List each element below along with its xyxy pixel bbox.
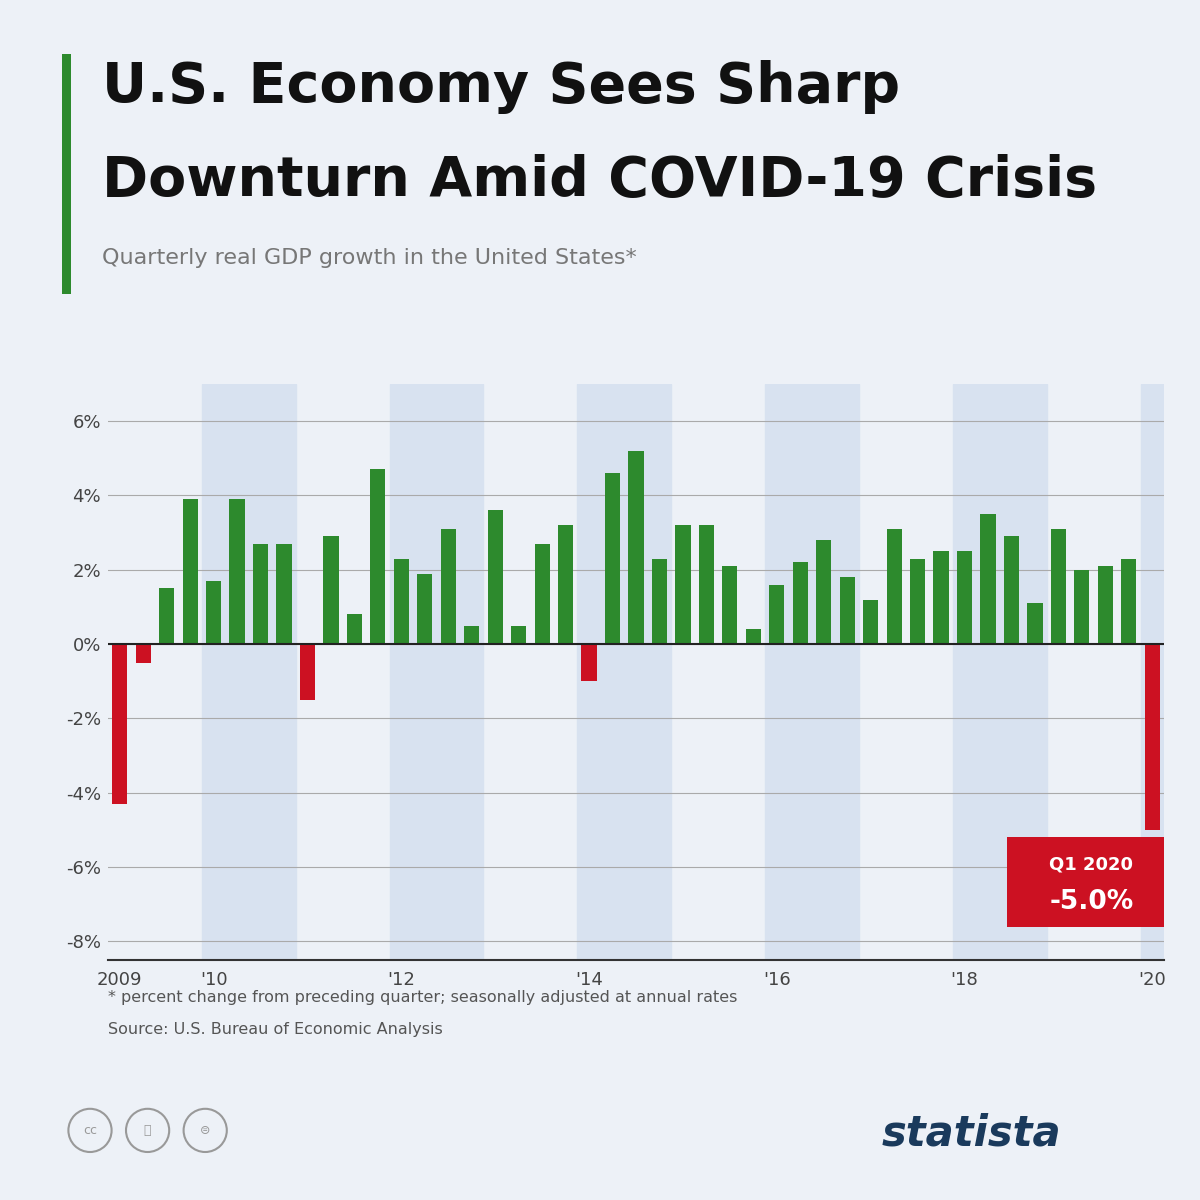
Bar: [577, 384, 671, 960]
Bar: [534, 544, 550, 644]
Bar: [1027, 604, 1043, 644]
Text: statista: statista: [882, 1114, 1062, 1154]
Text: Quarterly real GDP growth in the United States*: Quarterly real GDP growth in the United …: [102, 248, 637, 269]
Bar: [1051, 529, 1066, 644]
Bar: [840, 577, 854, 644]
Bar: [816, 540, 832, 644]
Bar: [1121, 559, 1136, 644]
Bar: [182, 499, 198, 644]
Bar: [276, 544, 292, 644]
Bar: [464, 625, 479, 644]
Bar: [1145, 644, 1160, 830]
Bar: [766, 384, 859, 960]
Bar: [722, 566, 738, 644]
Bar: [487, 510, 503, 644]
Bar: [253, 544, 268, 644]
Bar: [202, 384, 295, 960]
Text: ⊜: ⊜: [200, 1124, 210, 1136]
Bar: [652, 559, 667, 644]
Bar: [323, 536, 338, 644]
Bar: [300, 644, 316, 700]
Text: Downturn Amid COVID-19 Crisis: Downturn Amid COVID-19 Crisis: [102, 154, 1097, 208]
Bar: [1098, 566, 1112, 644]
Bar: [160, 588, 174, 644]
Text: * percent change from preceding quarter; seasonally adjusted at annual rates: * percent change from preceding quarter;…: [108, 990, 737, 1006]
Bar: [418, 574, 432, 644]
Bar: [910, 559, 925, 644]
Text: ⓘ: ⓘ: [144, 1124, 151, 1136]
Bar: [394, 559, 409, 644]
Text: -5.0%: -5.0%: [1049, 888, 1133, 914]
Bar: [347, 614, 362, 644]
Bar: [980, 514, 996, 644]
Bar: [440, 529, 456, 644]
Bar: [1140, 384, 1164, 960]
Bar: [698, 526, 714, 644]
Bar: [206, 581, 221, 644]
Bar: [1074, 570, 1090, 644]
Bar: [934, 551, 949, 644]
Bar: [745, 629, 761, 644]
Bar: [605, 473, 620, 644]
Bar: [371, 469, 385, 644]
Bar: [863, 600, 878, 644]
Text: U.S. Economy Sees Sharp: U.S. Economy Sees Sharp: [102, 60, 900, 114]
Bar: [793, 563, 808, 644]
FancyBboxPatch shape: [1007, 838, 1176, 926]
Bar: [629, 451, 643, 644]
Bar: [112, 644, 127, 804]
Text: Q1 2020: Q1 2020: [1049, 856, 1133, 874]
Bar: [887, 529, 901, 644]
Bar: [769, 584, 785, 644]
Bar: [390, 384, 484, 960]
Bar: [956, 551, 972, 644]
Bar: [229, 499, 245, 644]
Bar: [558, 526, 574, 644]
Bar: [582, 644, 596, 682]
Text: cc: cc: [83, 1124, 97, 1136]
Bar: [676, 526, 690, 644]
Bar: [953, 384, 1046, 960]
Bar: [136, 644, 151, 662]
Bar: [511, 625, 527, 644]
Bar: [1004, 536, 1019, 644]
Text: Source: U.S. Bureau of Economic Analysis: Source: U.S. Bureau of Economic Analysis: [108, 1022, 443, 1037]
